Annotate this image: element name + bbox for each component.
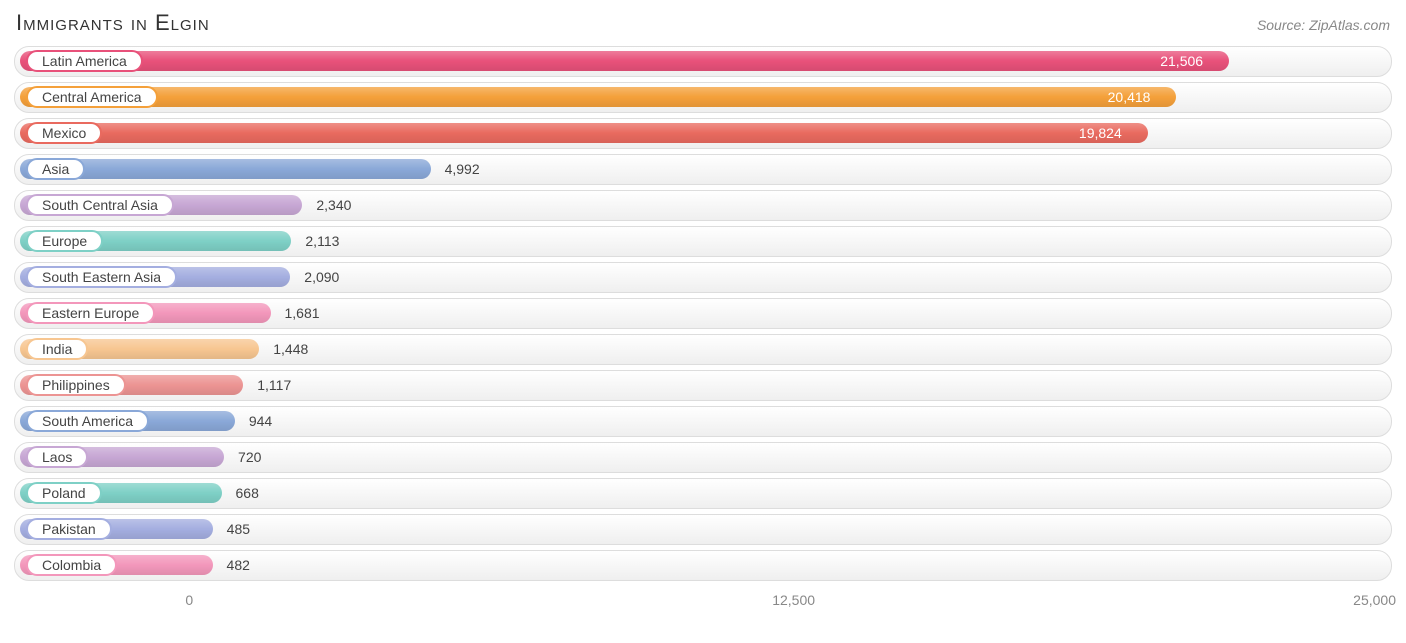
chart-source: Source: ZipAtlas.com <box>1257 17 1390 33</box>
bar-category-pill: Pakistan <box>26 518 112 540</box>
bar-row: Latin America 21,506 <box>14 46 1392 77</box>
bar-value-label: 20,418 <box>1108 82 1151 112</box>
bar-category-pill: South Central Asia <box>26 194 174 216</box>
bar-category-pill: Europe <box>26 230 103 252</box>
bar-category-label: South Central Asia <box>42 197 158 213</box>
bar-category-pill: South America <box>26 410 149 432</box>
bar-category-pill: Latin America <box>26 50 143 72</box>
bar-category-label: Mexico <box>42 125 86 141</box>
bar-row: India 1,448 <box>14 334 1392 365</box>
bar-category-pill: Philippines <box>26 374 126 396</box>
chart-container: Immigrants in Elgin Source: ZipAtlas.com… <box>0 0 1406 643</box>
bar-value-label: 482 <box>227 550 250 580</box>
bar-category-pill: India <box>26 338 88 360</box>
bar-value-label: 2,090 <box>304 262 339 292</box>
bar-category-label: South Eastern Asia <box>42 269 161 285</box>
bar-category-label: Laos <box>42 449 72 465</box>
bar-value-label: 1,681 <box>285 298 320 328</box>
bar-value-label: 1,448 <box>273 334 308 364</box>
bar-category-label: Asia <box>42 161 69 177</box>
bar-row: Asia 4,992 <box>14 154 1392 185</box>
bar-category-label: Colombia <box>42 557 101 573</box>
bars-area: Latin America 21,506 Central America 20,418… <box>10 46 1396 581</box>
axis-tick: 25,000 <box>1353 592 1396 608</box>
bar-value-label: 1,117 <box>257 370 291 400</box>
bar-value-label: 4,992 <box>445 154 480 184</box>
bar-value-label: 668 <box>236 478 259 508</box>
bar-category-label: Philippines <box>42 377 110 393</box>
bar-category-label: India <box>42 341 72 357</box>
bar-category-label: South America <box>42 413 133 429</box>
bar-row: South Central Asia 2,340 <box>14 190 1392 221</box>
bar-category-label: Eastern Europe <box>42 305 139 321</box>
bar-row: Pakistan 485 <box>14 514 1392 545</box>
bar-row: Colombia 482 <box>14 550 1392 581</box>
bar-fill <box>20 51 1229 71</box>
bar-fill <box>20 123 1148 143</box>
bar-value-label: 21,506 <box>1160 46 1203 76</box>
bar-category-label: Pakistan <box>42 521 96 537</box>
bar-row: Laos 720 <box>14 442 1392 473</box>
bar-value-label: 19,824 <box>1079 118 1122 148</box>
bar-category-label: Latin America <box>42 53 127 69</box>
bar-category-pill: Mexico <box>26 122 102 144</box>
bar-category-label: Poland <box>42 485 86 501</box>
bar-category-label: Central America <box>42 89 142 105</box>
bar-category-pill: Poland <box>26 482 102 504</box>
bar-row: Philippines 1,117 <box>14 370 1392 401</box>
bar-category-pill: Central America <box>26 86 158 108</box>
bar-row: Poland 668 <box>14 478 1392 509</box>
bar-row: South Eastern Asia 2,090 <box>14 262 1392 293</box>
chart-header: Immigrants in Elgin Source: ZipAtlas.com <box>10 10 1396 46</box>
bar-value-label: 2,113 <box>305 226 339 256</box>
bar-category-pill: South Eastern Asia <box>26 266 177 288</box>
bar-value-label: 485 <box>227 514 250 544</box>
bar-row: Central America 20,418 <box>14 82 1392 113</box>
bar-value-label: 2,340 <box>316 190 351 220</box>
chart-title: Immigrants in Elgin <box>16 10 210 36</box>
bar-value-label: 944 <box>249 406 272 436</box>
bar-track <box>14 514 1392 545</box>
bar-row: Europe 2,113 <box>14 226 1392 257</box>
bar-category-pill: Colombia <box>26 554 117 576</box>
x-axis: 0 12,500 25,000 <box>10 586 1396 616</box>
bar-category-pill: Eastern Europe <box>26 302 155 324</box>
bar-value-label: 720 <box>238 442 261 472</box>
bar-track <box>14 550 1392 581</box>
bar-fill <box>20 87 1176 107</box>
axis-tick: 0 <box>185 592 193 608</box>
bar-row: South America 944 <box>14 406 1392 437</box>
axis-tick: 12,500 <box>772 592 815 608</box>
bar-row: Eastern Europe 1,681 <box>14 298 1392 329</box>
bar-category-pill: Asia <box>26 158 85 180</box>
bar-category-label: Europe <box>42 233 87 249</box>
bar-category-pill: Laos <box>26 446 88 468</box>
bar-row: Mexico 19,824 <box>14 118 1392 149</box>
